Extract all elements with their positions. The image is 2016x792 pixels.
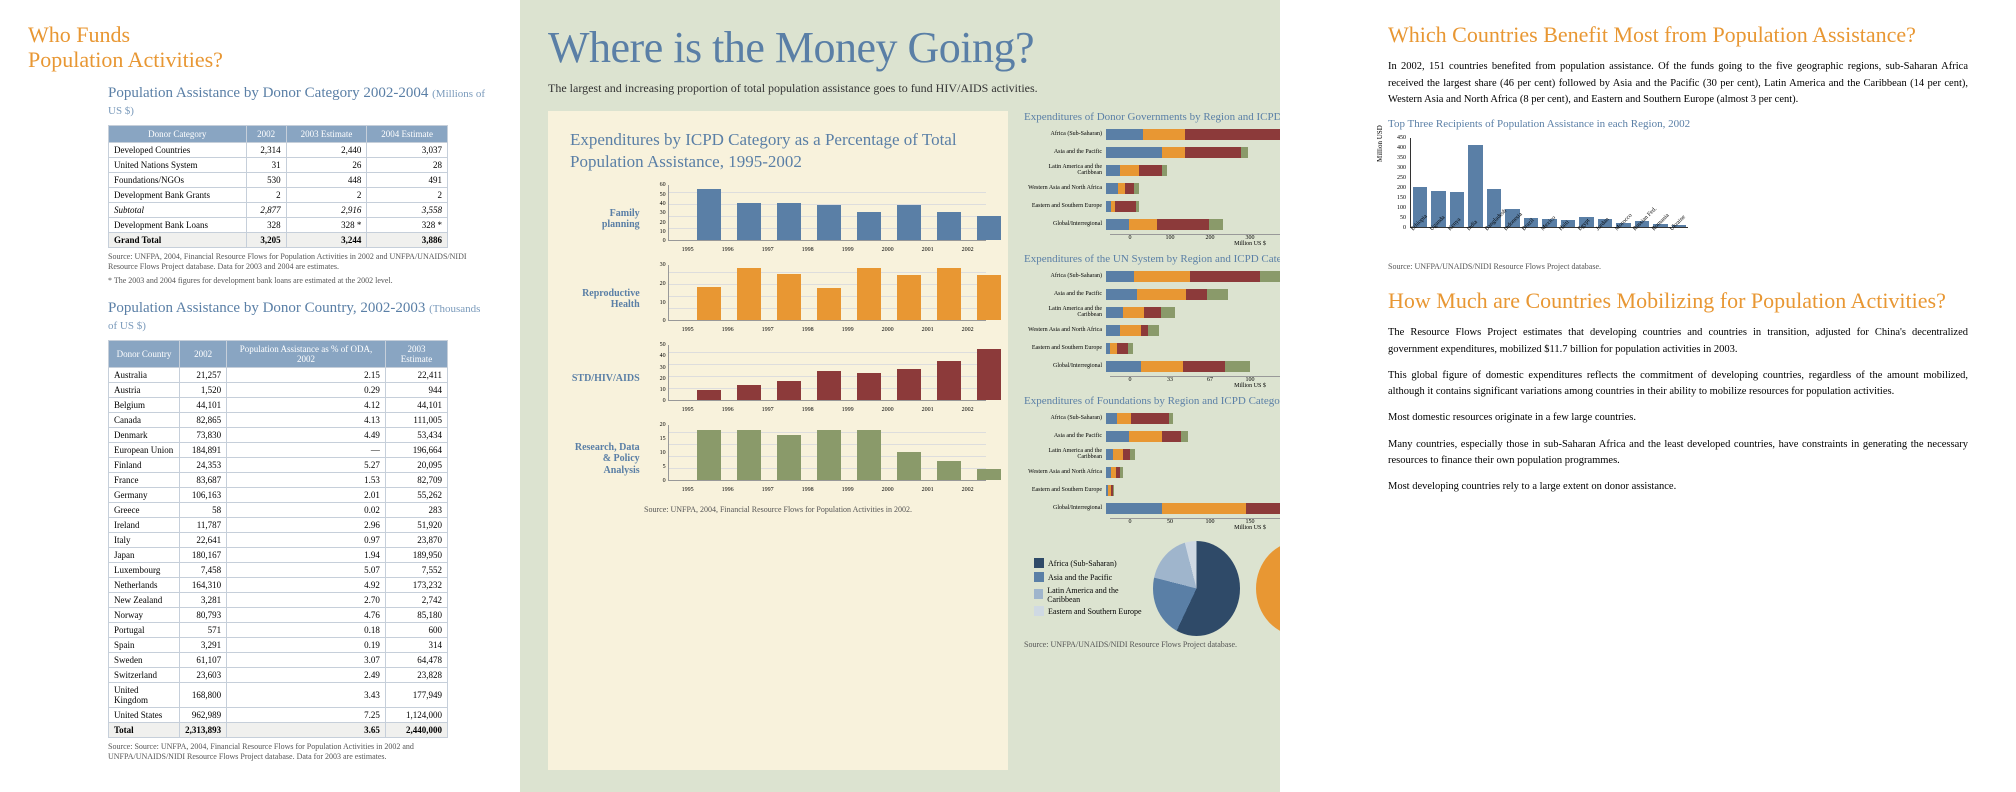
col1-title: Who Funds Population Activities?	[28, 22, 492, 73]
mini-chart: Family planning 010203040506019951996199…	[570, 185, 986, 253]
body-para: The Resource Flows Project estimates tha…	[1388, 325, 1968, 358]
table-row: Spain3,2910.19314	[109, 637, 448, 652]
table-row: European Union184,891—196,664	[109, 442, 448, 457]
t2-title: Population Assistance by Donor Country, …	[108, 300, 492, 334]
table-row: United Kingdom168,8003.43177,949	[109, 682, 448, 707]
body-para: Most developing countries rely to a larg…	[1388, 479, 1968, 495]
col3-title1: Which Countries Benefit Most from Popula…	[1388, 22, 1968, 47]
table-row: Greece580.02283	[109, 502, 448, 517]
pie-region-legend: Africa (Sub-Saharan)Asia and the Pacific…	[1034, 558, 1145, 620]
table-row: United States962,9897.251,124,000	[109, 707, 448, 722]
t1-source: Source: UNFPA, 2004, Financial Resource …	[108, 252, 492, 272]
table-row: Canada82,8654.13111,005	[109, 412, 448, 427]
table-row: Developed Countries2,3142,4403,037	[109, 142, 448, 157]
main-subtitle: The largest and increasing proportion of…	[548, 79, 1252, 97]
table-row: Ireland11,7872.9651,920	[109, 517, 448, 532]
table-row: Finland24,3535.2720,095	[109, 457, 448, 472]
table-row: Foundations/NGOs530448491	[109, 172, 448, 187]
table-row: Belgium44,1014.1244,101	[109, 397, 448, 412]
table-row: Australia21,2572.1522,411	[109, 367, 448, 382]
table-row: Development Bank Grants222	[109, 187, 448, 202]
mini-chart: Reproductive Health 01020301995199619971…	[570, 265, 986, 333]
t2-source: Source: Source: UNFPA, 2004, Financial R…	[108, 742, 492, 762]
bar	[1468, 145, 1482, 227]
col3-p1: In 2002, 151 countries benefited from po…	[1388, 59, 1968, 108]
table-donor-category: Donor Category20022003 Estimate2004 Esti…	[108, 125, 448, 248]
mini-chart: Research, Data & Policy Analysis 0510152…	[570, 425, 986, 493]
top3-source: Source: UNFPA/UNAIDS/NIDI Resource Flows…	[1388, 262, 1968, 272]
body-para: Many countries, especially those in sub-…	[1388, 437, 1968, 470]
table-row: Luxembourg7,4585.077,552	[109, 562, 448, 577]
table-row: Switzerland23,6032.4923,828	[109, 667, 448, 682]
table-row: France83,6871.5382,709	[109, 472, 448, 487]
icpd-source: Source: UNFPA, 2004, Financial Resource …	[570, 505, 986, 515]
table-row: Japan180,1671.94189,950	[109, 547, 448, 562]
top3-title: Top Three Recipients of Population Assis…	[1388, 118, 1968, 130]
body-para: This global figure of domestic expenditu…	[1388, 368, 1968, 401]
table-row: Norway80,7934.7685,180	[109, 607, 448, 622]
table-row: Germany106,1632.0155,262	[109, 487, 448, 502]
t1-note: * The 2003 and 2004 figures for developm…	[108, 276, 492, 286]
mini-chart: STD/HIV/AIDS 010203040501995199619971998…	[570, 345, 986, 413]
icpd-chartbox: Expenditures by ICPD Category as a Perce…	[548, 111, 1008, 770]
icpd-title: Expenditures by ICPD Category as a Perce…	[570, 129, 986, 173]
table-row: Sweden61,1073.0764,478	[109, 652, 448, 667]
table-row: United Nations System312628	[109, 157, 448, 172]
col3-title2: How Much are Countries Mobilizing for Po…	[1388, 288, 1968, 313]
table-row: Denmark73,8304.4953,434	[109, 427, 448, 442]
t1-title: Population Assistance by Donor Category …	[108, 85, 492, 119]
table-row: Italy22,6410.9723,870	[109, 532, 448, 547]
body-para: Most domestic resources originate in a f…	[1388, 410, 1968, 426]
table-row: New Zealand3,2812.702,742	[109, 592, 448, 607]
top3-chart: Million USD 050100150200250300350400450 …	[1388, 138, 1688, 258]
table-row: Portugal5710.18600	[109, 622, 448, 637]
main-title: Where is the Money Going?	[548, 22, 1252, 73]
table-row: Netherlands164,3104.92173,232	[109, 577, 448, 592]
table-row: Austria1,5200.29944	[109, 382, 448, 397]
table-donor-country: Donor Country2002Population Assistance a…	[108, 340, 448, 738]
